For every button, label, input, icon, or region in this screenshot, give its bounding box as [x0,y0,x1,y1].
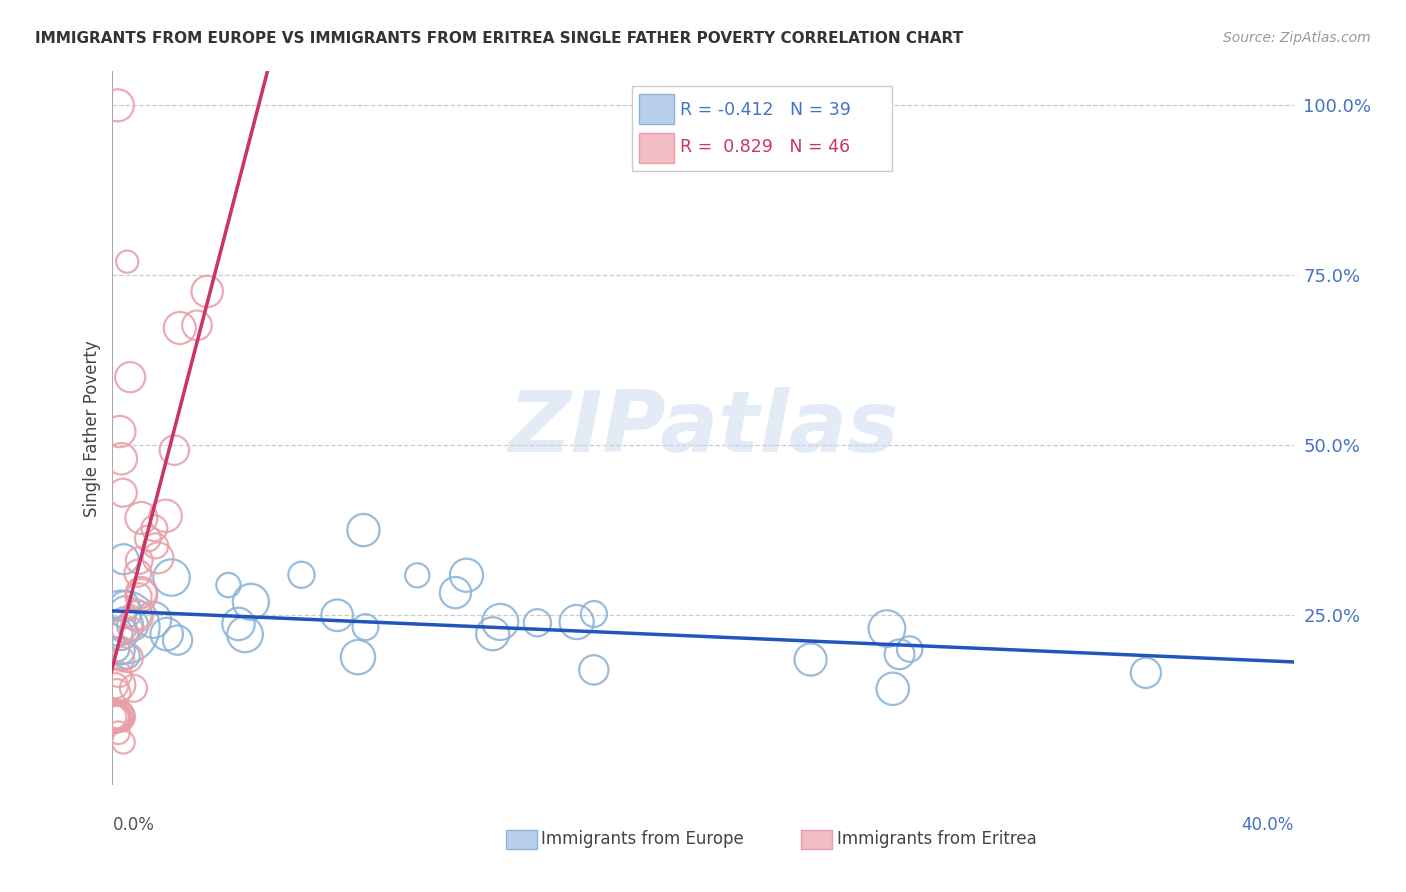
Point [565,615,588,629]
Point [195,285,218,299]
Point [876,622,898,636]
Point [115,648,138,663]
Point [105,685,128,699]
Point [131,511,153,525]
Point [489,615,512,629]
Point [526,615,548,630]
Text: IMMIGRANTS FROM EUROPE VS IMMIGRANTS FROM ERITREA SINGLE FATHER POVERTY CORRELAT: IMMIGRANTS FROM EUROPE VS IMMIGRANTS FRO… [35,31,963,46]
Point [103,710,125,724]
Point [117,650,139,665]
Point [111,485,134,500]
Text: 40.0%: 40.0% [1241,816,1294,834]
Point [121,618,143,632]
Point [120,370,142,384]
Point [122,681,145,696]
Point [582,663,605,677]
Text: R =  0.829   N = 46: R = 0.829 N = 46 [681,138,851,156]
Point [110,626,132,640]
Point [169,321,191,335]
Point [239,595,262,609]
Point [117,254,138,268]
Text: Immigrants from Europe: Immigrants from Europe [541,830,744,848]
Point [156,627,179,641]
Point [142,613,165,627]
Text: 0.0%: 0.0% [112,816,155,834]
Point [228,616,250,631]
Point [112,552,135,566]
Point [110,451,132,466]
Point [107,710,129,724]
Point [233,627,256,641]
Point [456,568,478,582]
Point [128,553,150,567]
Point [112,735,135,749]
Text: Immigrants from Eritrea: Immigrants from Eritrea [837,830,1036,848]
Point [105,642,128,657]
Point [103,710,125,724]
Point [326,608,349,623]
Point [481,627,503,641]
Point [104,679,127,693]
Point [107,725,129,739]
Point [898,642,921,657]
Point [108,667,131,681]
Point [112,599,135,614]
Point [105,710,128,724]
Point [111,620,134,634]
Point [107,710,129,724]
Point [108,709,131,723]
Point [125,607,148,622]
Point [107,708,129,723]
Point [107,709,129,723]
Point [352,523,374,537]
Point [103,710,125,724]
Point [160,570,183,584]
Point [155,508,177,523]
Point [131,588,153,602]
Text: ZIPatlas: ZIPatlas [508,386,898,470]
Point [121,622,143,636]
Point [136,532,159,546]
Point [108,625,131,640]
Point [406,568,429,582]
Point [143,521,166,535]
Text: R = -0.412   N = 39: R = -0.412 N = 39 [681,101,851,119]
Point [108,425,131,439]
Point [582,607,605,621]
Point [290,567,312,582]
Point [127,609,149,624]
Point [146,550,169,565]
Point [186,318,208,333]
Point [114,605,136,619]
Point [800,652,823,666]
Point [354,620,377,634]
Point [108,678,131,692]
Point [112,623,135,637]
Point [110,644,132,658]
Point [882,681,904,696]
Point [114,618,136,632]
Point [145,539,167,553]
Point [1135,665,1157,680]
Y-axis label: Single Father Poverty: Single Father Poverty [83,340,101,516]
Point [111,652,134,666]
Point [107,710,129,724]
Point [107,98,129,112]
Point [889,647,911,661]
Point [163,443,186,458]
Text: Source: ZipAtlas.com: Source: ZipAtlas.com [1223,31,1371,45]
Point [217,578,239,592]
Point [131,585,153,599]
Point [105,710,128,724]
Point [444,585,467,599]
Point [347,650,370,665]
Point [166,633,188,648]
Point [128,589,150,603]
Point [105,710,128,724]
Point [127,566,149,581]
